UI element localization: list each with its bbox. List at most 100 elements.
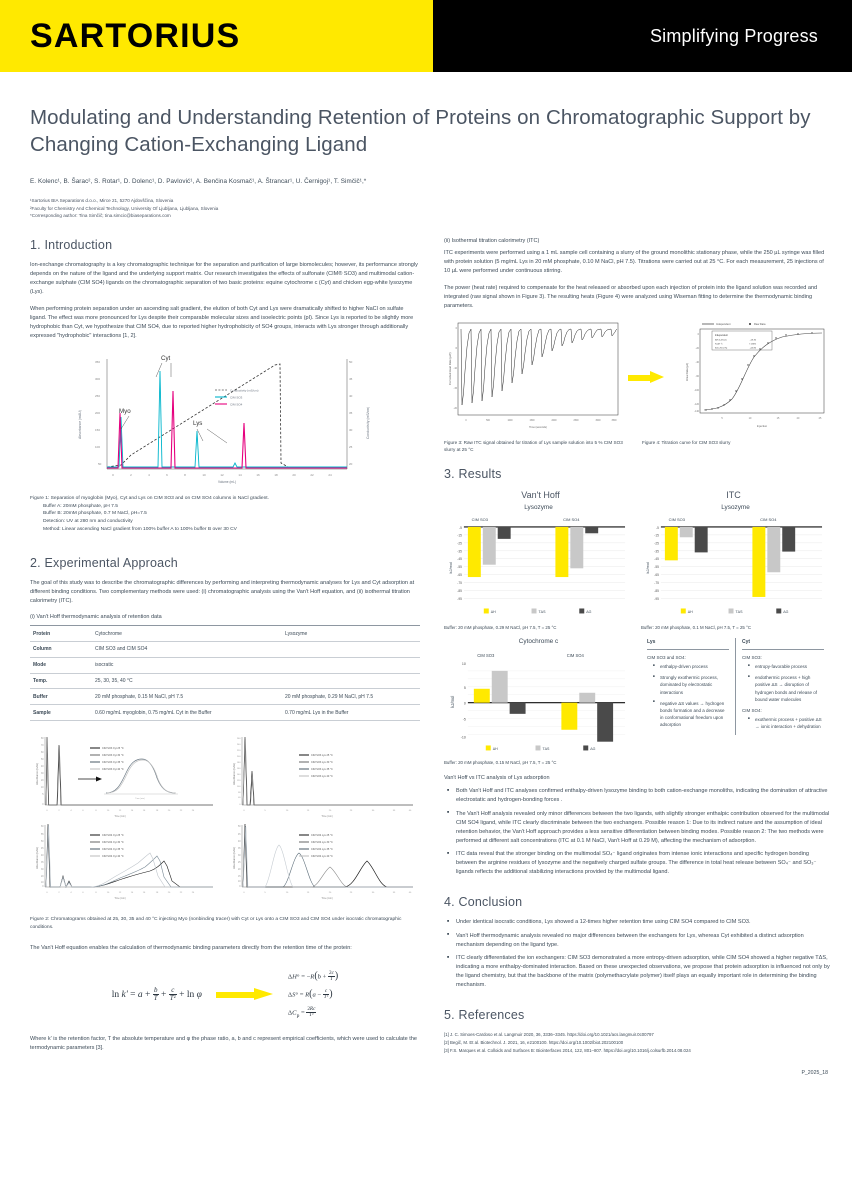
tagline-band: Simplifying Progress — [433, 0, 852, 72]
svg-text:22: 22 — [180, 810, 183, 812]
svg-text:3500: 3500 — [611, 420, 617, 422]
svg-text:-5: -5 — [463, 717, 466, 721]
svg-text:-85: -85 — [654, 590, 659, 594]
equation-delta-s: ΔS° = R(a − c T²) — [287, 987, 333, 1001]
svg-text:150: 150 — [95, 428, 100, 432]
svg-text:10: 10 — [107, 892, 110, 894]
svg-text:-10: -10 — [454, 367, 458, 370]
svg-text:45: 45 — [238, 834, 241, 836]
table-cell-key: Protein — [30, 625, 92, 642]
summary-item: endothermic process + high positive ΔS →… — [748, 674, 824, 703]
chart-title: Lysozyme — [721, 504, 750, 512]
svg-text:-120: -120 — [694, 403, 699, 406]
svg-text:18: 18 — [156, 810, 159, 812]
chart-legend: ΔH TΔS ΔG — [483, 608, 592, 614]
figure3-raw-itc-svg: Corrected Heat Rate (µW) 0 -5 -10 -15 -20 0… — [448, 322, 619, 429]
method-header-vanthoff: Van't Hoff — [521, 490, 560, 501]
svg-text:100: 100 — [237, 786, 241, 788]
svg-text:0: 0 — [239, 886, 241, 888]
chart-buffer-note: Buffer: 20 mM phosphate, 0.15 M NaCl, pH… — [444, 760, 557, 766]
svg-text:CIM SO4 Cyt 30 °C: CIM SO4 Cyt 30 °C — [102, 841, 124, 844]
svg-text:-55: -55 — [654, 566, 659, 570]
tagline-text: Simplifying Progress — [649, 25, 818, 46]
svg-text:60: 60 — [41, 752, 44, 754]
page-title: Modulating and Understanding Retention o… — [30, 106, 811, 157]
svg-text:-45: -45 — [654, 558, 659, 562]
affiliations: ¹Sartorius BIA Separations d.o.o., Mirce… — [30, 197, 822, 219]
vanthoff-equations-right: ΔH° = −R(b + 2c T) ΔS° = R(a − c T²) ΔCp =… — [288, 965, 338, 1025]
svg-text:4: 4 — [70, 810, 72, 812]
results-method-headers: Van't Hoff ITC — [444, 490, 830, 500]
figure3-xlabel: Time (seconds) — [529, 425, 547, 429]
svg-text:-5: -5 — [455, 347, 458, 350]
svg-text:-15: -15 — [654, 534, 659, 538]
bar-dh-so4 — [561, 702, 578, 730]
table-cell-value: Lysozyme — [282, 625, 420, 642]
bar-dg-so4 — [782, 527, 796, 553]
svg-text:CIM SO3 Lys 25 °C: CIM SO3 Lys 25 °C — [311, 754, 333, 757]
svg-text:0: 0 — [465, 420, 467, 422]
svg-text:20: 20 — [292, 473, 296, 477]
svg-text:CIM SO3 Lys 40 °C: CIM SO3 Lys 40 °C — [311, 775, 333, 778]
bar-dh-so4 — [555, 527, 569, 578]
table-row: Column CIM SO3 and CIM SO4 — [30, 641, 420, 658]
svg-text:0: 0 — [239, 804, 241, 806]
svg-text:CIM SO4 Lys 25 °C: CIM SO4 Lys 25 °C — [311, 834, 333, 837]
comparison-bullet: The Van't Hoff analysis revealed only mi… — [447, 810, 830, 846]
experimental-paragraph: The goal of this study was to describe t… — [30, 580, 415, 605]
svg-text:12: 12 — [220, 473, 224, 477]
sartorius-logo: SARTORIUS — [30, 16, 241, 55]
author-list: E. Kolenc¹, B. Šarac², S. Rotar¹, D. Dol… — [30, 177, 367, 185]
svg-text:CIM SO4 Cyt 25 °C: CIM SO4 Cyt 25 °C — [102, 834, 124, 837]
section-heading-results: 3. Results — [444, 467, 502, 482]
comparison-bullet: Both Van't Hoff and ITC analyses confirm… — [447, 787, 830, 805]
svg-text:10: 10 — [107, 810, 110, 812]
svg-text:40: 40 — [41, 855, 44, 857]
svg-text:0: 0 — [698, 333, 700, 336]
svg-text:10: 10 — [41, 787, 44, 789]
bar-tds-so3 — [482, 527, 496, 566]
svg-text:40: 40 — [409, 892, 412, 894]
svg-text:50: 50 — [41, 841, 44, 843]
table-cell-value: isocratic — [92, 657, 282, 674]
svg-text:45: 45 — [349, 377, 353, 381]
summary-head-lys: Lys — [647, 638, 729, 650]
svg-text:-15: -15 — [457, 534, 462, 538]
table-cell-value — [282, 641, 420, 658]
bar-dg-so3 — [497, 527, 511, 540]
svg-text:0: 0 — [243, 810, 245, 812]
svg-text:55: 55 — [41, 834, 44, 836]
svg-text:40: 40 — [238, 841, 241, 843]
svg-text:Absorbance (mAU): Absorbance (mAU) — [35, 763, 39, 785]
summary-sub-cyt-so3: CIM SO3: — [742, 654, 762, 660]
comparison-bullets: Both Van't Hoff and ITC analyses confirm… — [444, 787, 830, 877]
chart-vanthoff-lysozyme-svg: CIM SO3 CIM SO4 kJ/mol -5 -15 -25 — [448, 517, 626, 614]
bar-dg-so3 — [509, 702, 526, 714]
fit-row-label: ΔS (J/mol K) — [715, 346, 728, 349]
summary-item: entropy-favorable process — [748, 663, 824, 670]
figure1-caption: Figure 1: Separation of myoglobin (Myo),… — [30, 495, 420, 535]
figure1-peak-label-cyt: Cyt — [161, 355, 171, 362]
right-column: (ii) Isothermal titration calorimetry (I… — [444, 238, 830, 1077]
bar-tds-so4 — [570, 527, 584, 569]
table-cell-key: Sample — [30, 704, 92, 721]
svg-text:45: 45 — [41, 848, 44, 850]
table-cell-value — [282, 673, 420, 690]
svg-text:40: 40 — [41, 766, 44, 768]
svg-text:500: 500 — [486, 420, 491, 422]
svg-text:-35: -35 — [654, 550, 659, 554]
chart-buffer-note: Buffer: 20 mM phosphate, 0.1 M NaCl, pH … — [641, 624, 751, 630]
table-row: Mode isocratic — [30, 657, 420, 674]
chart-itc-lysozyme: Lysozyme CIM SO3 CIM SO4 kJ/mol — [641, 504, 830, 630]
figure1-ylabel-left: Absorbance (mAU) — [78, 410, 82, 439]
figure1-caption-line: Method: Linear ascending NaCl gradient f… — [43, 527, 237, 533]
svg-text:-85: -85 — [457, 590, 462, 594]
table-cell-value: 20 mM phosphate, 0.15 M NaCl, pH 7.5 — [92, 688, 282, 706]
svg-text:8: 8 — [184, 473, 186, 477]
method-header-itc: ITC — [726, 490, 741, 501]
svg-text:Time (min): Time (min) — [135, 798, 145, 800]
summary-item: exothermic process + positive ΔS → ionic… — [748, 716, 824, 730]
svg-text:-65: -65 — [457, 574, 462, 578]
